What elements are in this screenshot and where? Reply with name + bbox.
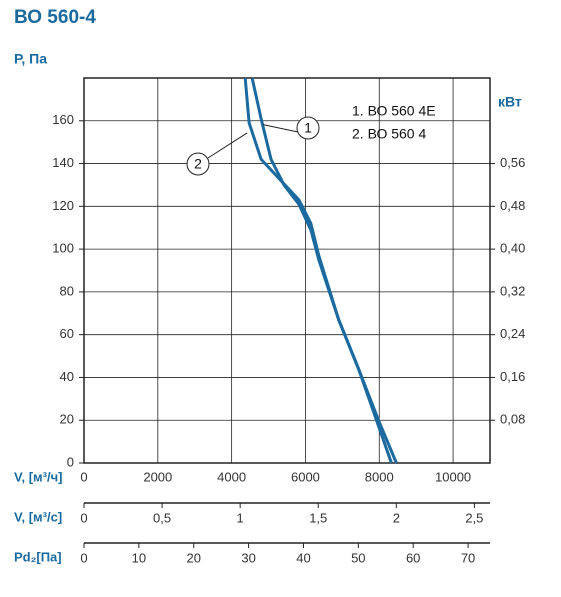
x-tick-label: 30 <box>241 550 255 565</box>
x-tick-label: 40 <box>296 550 310 565</box>
plot-frame <box>83 77 491 464</box>
x-tick-label: 4000 <box>217 469 246 484</box>
x-tick-label: 0,5 <box>153 510 171 525</box>
legend-entry: 1. ВО 560 4Е <box>352 103 436 119</box>
y2-tick-label: 0,40 <box>500 241 525 256</box>
x-axis-label: V, [м³/ч] <box>14 469 62 484</box>
y-tick-label: 0 <box>67 454 74 469</box>
y2-tick-label: 0,32 <box>500 283 525 298</box>
legend-entry: 2. ВО 560 4 <box>352 126 426 142</box>
y-tick-label: 100 <box>52 241 74 256</box>
curve-marker-label: 1 <box>304 120 312 136</box>
x-tick-label: 0 <box>80 550 87 565</box>
x-tick-label: 2000 <box>143 469 172 484</box>
x-tick-label: 10000 <box>435 469 471 484</box>
curve <box>243 77 398 464</box>
x-tick-label: 0 <box>80 469 87 484</box>
x-tick-label: 70 <box>461 550 475 565</box>
x-tick-label: 1,5 <box>309 510 327 525</box>
leader-line <box>262 124 299 133</box>
x-tick-label: 10 <box>132 550 146 565</box>
y-tick-label: 40 <box>60 369 74 384</box>
y-tick-label: 60 <box>60 326 74 341</box>
y2-tick-label: 0,56 <box>500 155 525 170</box>
x-tick-label: 6000 <box>291 469 320 484</box>
y2-tick-label: 0,08 <box>500 412 525 427</box>
x-tick-label: 50 <box>351 550 365 565</box>
y2-axis-label: кВт <box>498 94 522 110</box>
y-tick-label: 20 <box>60 412 74 427</box>
y-tick-label: 120 <box>52 198 74 213</box>
x-tick-label: 20 <box>186 550 200 565</box>
y-tick-label: 140 <box>52 155 74 170</box>
x2-axis-label: V, [м³/с] <box>14 509 62 524</box>
x-tick-label: 0 <box>80 510 87 525</box>
x-tick-label: 2,5 <box>465 510 483 525</box>
y-axis-label: Р, Па <box>14 51 47 67</box>
x-tick-label: 8000 <box>365 469 394 484</box>
y-tick-label: 160 <box>52 112 74 127</box>
curve-marker <box>296 116 320 140</box>
chart-title: ВО 560-4 <box>14 7 96 28</box>
x-tick-label: 1 <box>237 510 244 525</box>
x-tick-label: 2 <box>393 510 400 525</box>
leader-line <box>207 132 248 159</box>
curve-marker <box>186 152 210 176</box>
x-tick-label: 60 <box>406 550 420 565</box>
y2-tick-label: 0,48 <box>500 198 525 213</box>
y2-tick-label: 0,24 <box>500 326 525 341</box>
y-tick-label: 80 <box>60 283 74 298</box>
x3-axis-label: Pd₂[Па] <box>14 549 62 564</box>
y2-tick-label: 0,16 <box>500 369 525 384</box>
curve-marker-label: 2 <box>194 156 202 172</box>
